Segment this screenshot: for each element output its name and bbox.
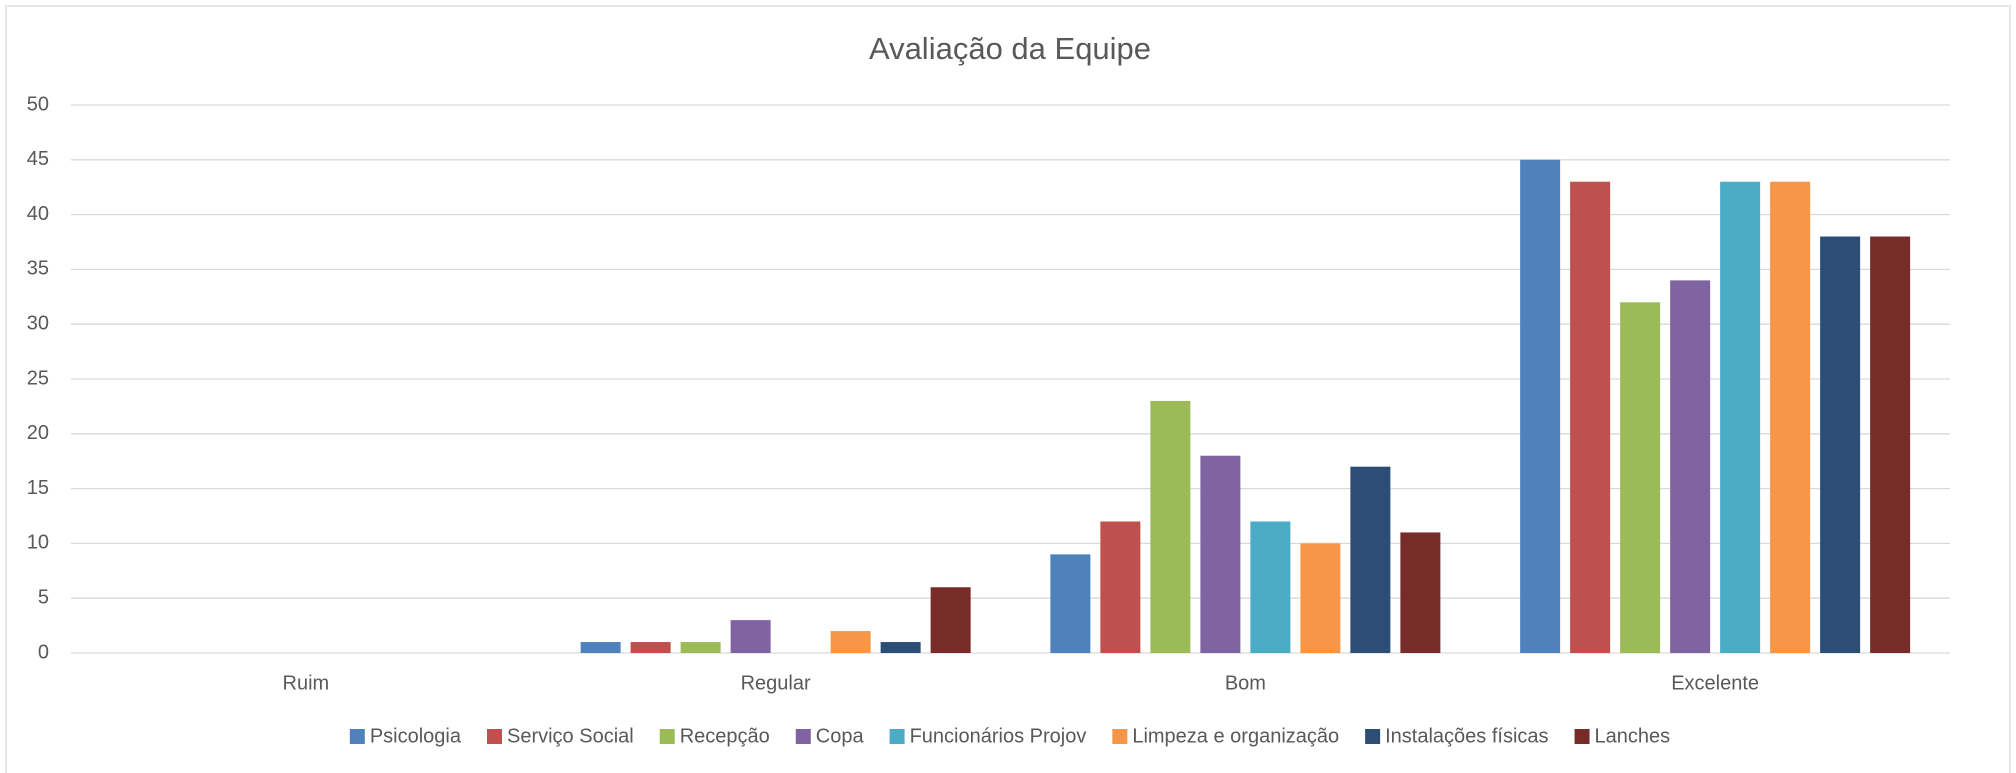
bar xyxy=(680,642,721,653)
y-tick-label: 10 xyxy=(27,532,49,554)
bar xyxy=(1720,181,1761,653)
bar xyxy=(1200,455,1241,653)
legend-label: Lanches xyxy=(1595,725,1671,747)
legend-label: Instalações físicas xyxy=(1385,725,1548,747)
y-tick-label: 25 xyxy=(27,367,49,389)
x-tick-label: Excelente xyxy=(1671,672,1759,694)
bar xyxy=(1870,236,1911,653)
bar xyxy=(1150,400,1191,653)
chart-title: Avaliação da Equipe xyxy=(869,31,1151,66)
bar xyxy=(1620,302,1661,653)
legend-label: Psicologia xyxy=(370,725,462,747)
legend-label: Funcionários Projov xyxy=(910,725,1087,747)
bar xyxy=(1670,280,1711,653)
bar xyxy=(1050,554,1091,653)
legend-label: Recepção xyxy=(680,725,770,747)
legend-swatch xyxy=(795,729,811,744)
x-tick-label: Ruim xyxy=(283,672,330,694)
legend-swatch xyxy=(1112,729,1128,744)
bar xyxy=(1300,543,1341,653)
bar xyxy=(630,642,671,653)
legend-swatch xyxy=(659,729,675,744)
bar xyxy=(930,587,971,653)
y-tick-label: 0 xyxy=(38,641,49,663)
y-tick-label: 50 xyxy=(27,93,49,115)
y-tick-label: 5 xyxy=(38,586,49,608)
legend-swatch xyxy=(1574,729,1590,744)
legend-swatch xyxy=(1365,729,1381,744)
legend-swatch xyxy=(349,729,365,744)
x-tick-label: Bom xyxy=(1225,672,1266,694)
y-tick-label: 30 xyxy=(27,312,49,334)
y-tick-label: 20 xyxy=(27,422,49,444)
y-tick-label: 15 xyxy=(27,477,49,499)
legend-swatch xyxy=(486,729,502,744)
legend-swatch xyxy=(889,729,905,744)
bar xyxy=(1100,521,1141,653)
bar xyxy=(1520,159,1561,654)
x-tick-label: Regular xyxy=(741,672,811,694)
y-tick-label: 40 xyxy=(27,203,49,225)
bar xyxy=(1770,181,1811,653)
bar xyxy=(1250,521,1291,653)
y-tick-label: 45 xyxy=(27,148,49,170)
bar xyxy=(1570,181,1611,653)
legend-label: Copa xyxy=(816,725,865,747)
legend-label: Limpeza e organização xyxy=(1132,725,1339,747)
bar xyxy=(1400,532,1441,653)
y-tick-label: 35 xyxy=(27,258,49,280)
bar xyxy=(580,642,621,653)
legend-label: Serviço Social xyxy=(507,725,634,747)
bar xyxy=(1350,466,1391,653)
bar xyxy=(880,642,921,653)
bar xyxy=(1820,236,1861,653)
bar xyxy=(730,620,771,653)
bar xyxy=(830,631,871,653)
